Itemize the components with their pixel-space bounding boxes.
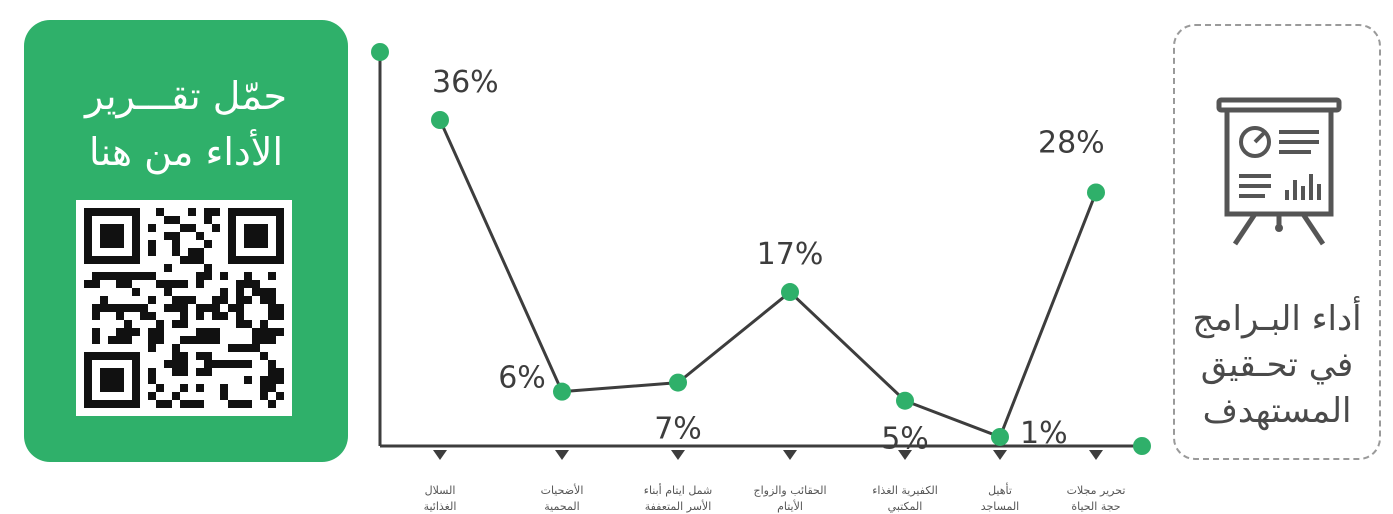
x-tick	[783, 450, 797, 460]
target-title-line-1: أداء البـرامج	[1192, 299, 1362, 339]
category-label: شمل ايتام أبناء الأسر المتعففة	[644, 483, 712, 513]
x-tick	[993, 450, 1007, 460]
x-tick	[555, 450, 569, 460]
data-label: 17%	[757, 237, 824, 272]
programs-performance-card: أداء البـرامج في تحـقيق المستهدف	[1173, 24, 1381, 460]
x-tick	[671, 450, 685, 460]
data-label: 28%	[1038, 125, 1105, 160]
line-chart: 36%6%7%17%5% 1%28% السلال الغذائيةالأضحيات…	[371, 43, 1151, 513]
data-label: 6%	[498, 361, 546, 396]
data-point	[991, 427, 1009, 446]
qr-download-card[interactable]: حمّل تقـــرير الأداء من هنا	[24, 20, 348, 462]
data-point	[896, 391, 914, 410]
data-point	[431, 111, 449, 129]
x-axis-end-dot	[1133, 437, 1151, 455]
data-label: 1%	[1020, 416, 1068, 451]
qr-title-line-1: حمّل تقـــرير	[84, 74, 288, 118]
x-tick	[898, 450, 912, 460]
data-point	[781, 283, 799, 302]
target-title-line-3: المستهدف	[1202, 391, 1352, 431]
category-label: تأهيل المساجد	[981, 482, 1020, 513]
target-card-title: أداء البـرامج في تحـقيق المستهدف	[1175, 296, 1379, 434]
data-label: 36%	[432, 65, 499, 100]
y-axis-end-dot	[371, 43, 389, 61]
x-tick	[1089, 450, 1103, 460]
data-point	[669, 373, 687, 392]
category-label: الأضحيات المحمية	[541, 483, 584, 513]
qr-title-line-2: الأداء من هنا	[88, 130, 284, 174]
category-label: تحرير مجلات حجة الحياة	[1067, 484, 1126, 513]
x-tick	[433, 450, 447, 460]
data-point	[553, 382, 571, 401]
target-title-line-2: في تحـقيق	[1200, 345, 1354, 385]
category-label: السلال الغذائية	[424, 484, 457, 513]
data-point	[1087, 183, 1105, 202]
category-label: الكفيرية الغذاء المكتبي	[872, 484, 938, 513]
data-label: 7%	[654, 412, 702, 447]
qr-code-frame[interactable]	[76, 200, 292, 416]
presentation-board-icon	[1216, 97, 1342, 246]
qr-code-icon	[84, 208, 284, 408]
category-label: الحقائب والزواج الأيتام	[753, 484, 826, 513]
qr-card-title: حمّل تقـــرير الأداء من هنا	[24, 68, 348, 180]
